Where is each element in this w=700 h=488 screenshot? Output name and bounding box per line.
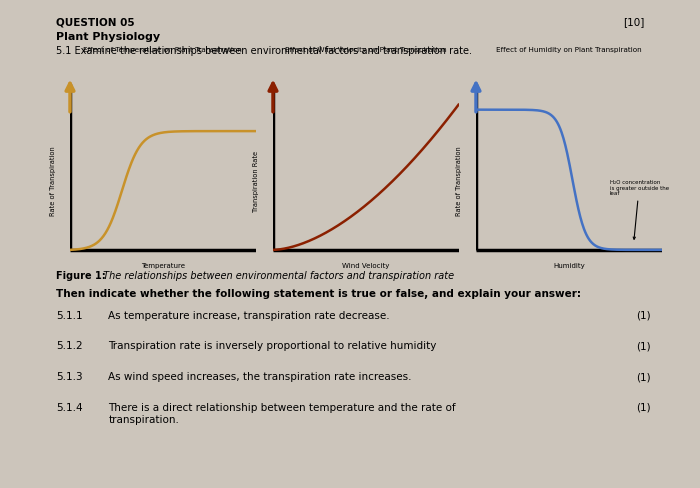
Text: Rate of Transpiration: Rate of Transpiration [456, 146, 462, 216]
Text: (1): (1) [636, 341, 651, 350]
Text: As wind speed increases, the transpiration rate increases.: As wind speed increases, the transpirati… [108, 371, 412, 381]
Text: [10]: [10] [622, 17, 644, 27]
Text: Then indicate whether the following statement is true or false, and explain your: Then indicate whether the following stat… [56, 289, 581, 299]
Text: Rate of Transpiration: Rate of Transpiration [50, 146, 56, 216]
Text: 5.1 Examine the relationships between environmental factors and transpiration ra: 5.1 Examine the relationships between en… [56, 46, 472, 56]
Text: Plant Physiology: Plant Physiology [56, 32, 160, 41]
Text: 5.1.2: 5.1.2 [56, 341, 83, 350]
Text: As temperature increase, transpiration rate decrease.: As temperature increase, transpiration r… [108, 310, 390, 320]
Text: H₂O concentration
is greater outside the
leaf: H₂O concentration is greater outside the… [610, 180, 668, 240]
Title: Effect of Humidity on Plant Transpiration: Effect of Humidity on Plant Transpiratio… [496, 47, 642, 53]
Text: Humidity: Humidity [553, 263, 584, 269]
Text: 5.1.4: 5.1.4 [56, 402, 83, 412]
Text: Transpiration rate is inversely proportional to relative humidity: Transpiration rate is inversely proporti… [108, 341, 437, 350]
Title: Effect of Temperature on Plant Transpiration: Effect of Temperature on Plant Transpira… [83, 47, 242, 53]
Text: There is a direct relationship between temperature and the rate of
transpiration: There is a direct relationship between t… [108, 402, 456, 424]
Text: QUESTION 05: QUESTION 05 [56, 17, 134, 27]
Text: Figure 1:: Figure 1: [56, 271, 106, 281]
Text: 5.1.3: 5.1.3 [56, 371, 83, 381]
Text: (1): (1) [636, 310, 651, 320]
Text: Temperature: Temperature [141, 263, 185, 269]
Text: Transpiration Rate: Transpiration Rate [253, 151, 259, 212]
Title: Effect of Wind Velocity on Plant Transpiration: Effect of Wind Velocity on Plant Transpi… [285, 47, 447, 53]
Text: (1): (1) [636, 402, 651, 412]
Text: (1): (1) [636, 371, 651, 381]
Text: 5.1.1: 5.1.1 [56, 310, 83, 320]
Text: The relationships between environmental factors and transpiration rate: The relationships between environmental … [100, 271, 454, 281]
Text: Wind Velocity: Wind Velocity [342, 263, 389, 269]
